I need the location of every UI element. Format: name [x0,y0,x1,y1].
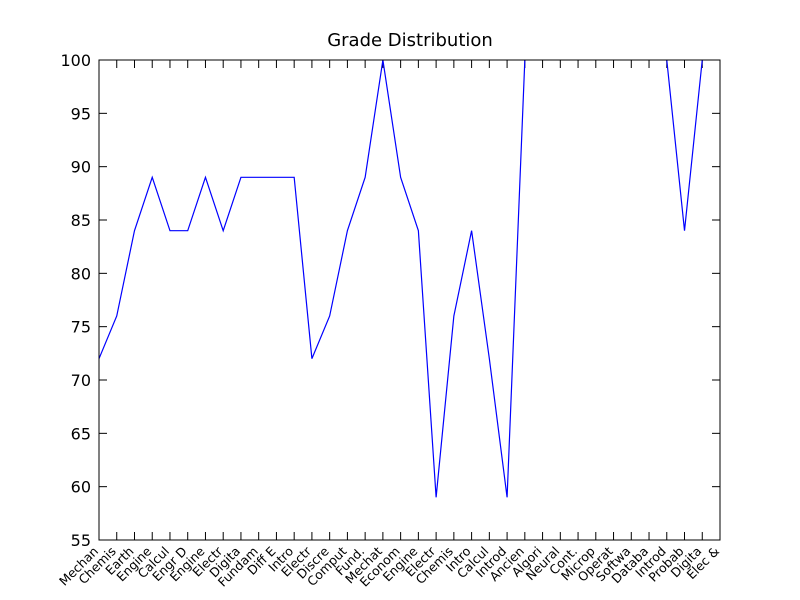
y-tick-label: 85 [71,211,91,230]
y-tick-label: 100 [60,51,91,70]
y-tick-label: 95 [71,104,91,123]
y-tick-label: 80 [71,264,91,283]
y-tick-label: 90 [71,158,91,177]
chart-title: Grade Distribution [327,30,493,51]
data-line [99,60,703,498]
plot-frame [98,59,721,541]
y-tick-label: 75 [71,318,91,337]
y-tick-label: 70 [71,371,91,390]
y-tick-label: 65 [71,424,91,443]
y-tick-label: 55 [71,531,91,550]
y-tick-label: 60 [71,478,91,497]
